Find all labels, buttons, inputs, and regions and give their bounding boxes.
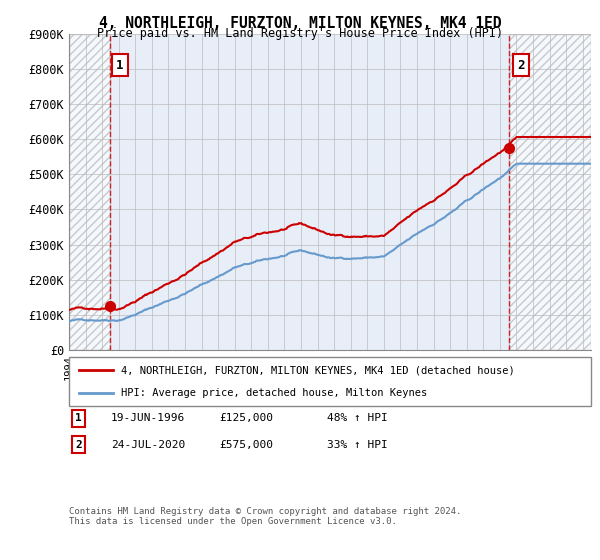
Text: 24-JUL-2020: 24-JUL-2020 [111,440,185,450]
Text: £125,000: £125,000 [219,413,273,423]
Text: £575,000: £575,000 [219,440,273,450]
Text: 48% ↑ HPI: 48% ↑ HPI [327,413,388,423]
Text: Price paid vs. HM Land Registry's House Price Index (HPI): Price paid vs. HM Land Registry's House … [97,27,503,40]
Text: 2: 2 [517,59,524,72]
FancyBboxPatch shape [69,357,591,406]
Text: 1: 1 [75,413,82,423]
Bar [509,34,591,350]
Bar [69,34,110,350]
Text: 1: 1 [116,59,124,72]
Text: 33% ↑ HPI: 33% ↑ HPI [327,440,388,450]
Text: 19-JUN-1996: 19-JUN-1996 [111,413,185,423]
Text: 4, NORTHLEIGH, FURZTON, MILTON KEYNES, MK4 1ED (detached house): 4, NORTHLEIGH, FURZTON, MILTON KEYNES, M… [121,365,515,375]
Text: HPI: Average price, detached house, Milton Keynes: HPI: Average price, detached house, Milt… [121,388,427,398]
Text: 4, NORTHLEIGH, FURZTON, MILTON KEYNES, MK4 1ED: 4, NORTHLEIGH, FURZTON, MILTON KEYNES, M… [99,16,501,31]
Text: 2: 2 [75,440,82,450]
Text: Contains HM Land Registry data © Crown copyright and database right 2024.
This d: Contains HM Land Registry data © Crown c… [69,507,461,526]
